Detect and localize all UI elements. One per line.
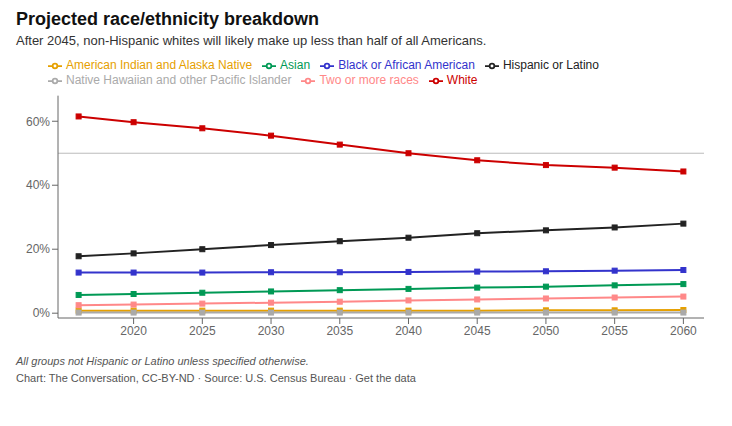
- html-text:After 2045, non-Hispanic white: After 2045, non-Hispanic whites will lik…: [16, 33, 487, 48]
- html-text:Native Hawaiian and other Paci: Native Hawaiian and other Pacific Island…: [66, 72, 292, 87]
- svg-text:2045: 2045: [464, 324, 491, 338]
- svg-text:2025: 2025: [189, 324, 216, 338]
- svg-text:2040: 2040: [395, 324, 422, 338]
- svg-text:0%: 0%: [33, 306, 51, 320]
- svg-text:2060: 2060: [670, 324, 697, 338]
- html-text:Hispanic or Latino: Hispanic or Latino: [502, 58, 599, 72]
- svg-text:2035: 2035: [326, 324, 353, 338]
- svg-text:60%: 60%: [26, 115, 50, 129]
- html-text:Chart: The Conversation, CC-BY: Chart: The Conversation, CC-BY-ND · Sour…: [16, 372, 416, 384]
- svg-text:2050: 2050: [533, 324, 560, 338]
- html-text:Black or African American: Black or African American: [338, 58, 475, 72]
- html-text:Asian: Asian: [280, 58, 311, 72]
- html-text:All groups not Hispanic or Lat: All groups not Hispanic or Latino unless…: [16, 355, 309, 367]
- svg-text:2020: 2020: [120, 324, 147, 338]
- html-text:Two or more races: Two or more races: [319, 72, 419, 87]
- html-text:White: White: [446, 72, 478, 87]
- svg-text:2030: 2030: [258, 324, 285, 338]
- html-text:American Indian and Alaska Nat: American Indian and Alaska Native: [66, 58, 253, 72]
- svg-text:40%: 40%: [26, 178, 50, 192]
- svg-text:20%: 20%: [26, 242, 50, 256]
- html-text:Projected race/ethnicity break: Projected race/ethnicity breakdown: [16, 9, 320, 29]
- svg-text:2055: 2055: [601, 324, 628, 338]
